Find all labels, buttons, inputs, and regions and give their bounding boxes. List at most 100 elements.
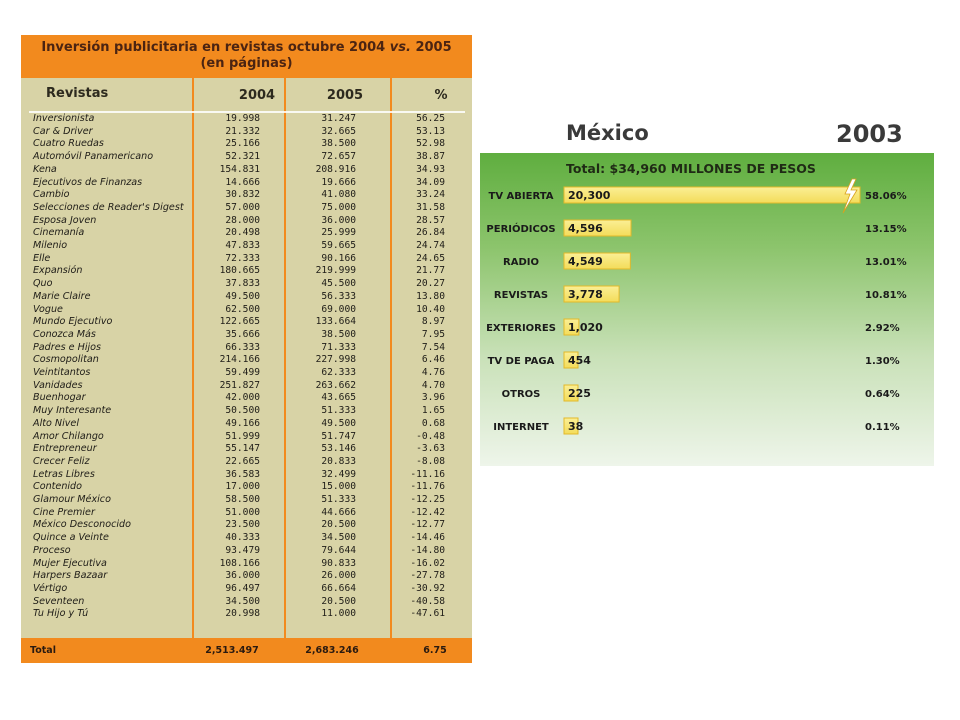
row-percent: -11.16 xyxy=(410,468,445,480)
row-percent: 26.84 xyxy=(416,227,445,239)
row-percent: -27.78 xyxy=(410,570,445,582)
row-2005: 51.747 xyxy=(321,430,356,442)
chart-panel: Total: $34,960 MILLONES DE PESOS TV ABIE… xyxy=(480,153,934,466)
row-name: México Desconocido xyxy=(33,519,131,531)
row-2004: 59.499 xyxy=(225,367,260,378)
value-label: 454 xyxy=(568,354,591,367)
row-percent: 31.58 xyxy=(416,201,445,213)
row-2005: 20.500 xyxy=(321,595,356,607)
row-name: Automóvil Panamericano xyxy=(33,151,154,163)
percent-label: 0.64% xyxy=(865,389,900,400)
row-2004: 25.166 xyxy=(225,138,260,150)
bar xyxy=(563,252,631,270)
row-name: Tu Hijo y Tú xyxy=(33,608,89,620)
row-name: Cambio xyxy=(33,189,70,201)
row-2004: 42.000 xyxy=(225,392,260,404)
row-name: Marie Claire xyxy=(33,290,91,302)
row-2004: 19.998 xyxy=(225,113,260,124)
row-2004: 66.333 xyxy=(225,341,260,353)
row-name: Milenio xyxy=(33,240,68,251)
row-2004: 251.827 xyxy=(219,379,260,391)
table-title: Inversión publicitaria en revistas octub… xyxy=(21,40,472,55)
row-name: Cuatro Ruedas xyxy=(33,138,104,150)
row-2004: 28.000 xyxy=(225,214,260,226)
total-row: Total 2,513.497 2,683.246 6.75 xyxy=(21,638,472,663)
row-2004: 57.000 xyxy=(225,201,260,213)
row-percent: 34.93 xyxy=(416,163,445,175)
row-2005: 208.916 xyxy=(315,163,356,175)
row-percent: -3.63 xyxy=(416,443,445,455)
bar xyxy=(563,285,620,303)
row-percent: 20.27 xyxy=(416,278,445,290)
row-percent: 4.70 xyxy=(421,379,445,391)
row-2004: 17.000 xyxy=(225,481,260,493)
bar-chart: TV ABIERTA 20,300 58.06% PERIÓDICOS 4,596 13.… xyxy=(486,178,907,435)
value-label: 20,300 xyxy=(568,189,611,202)
row-2004: 58.500 xyxy=(225,494,260,505)
row-2004: 20.498 xyxy=(225,227,260,239)
row-2005: 72.657 xyxy=(321,151,356,163)
row-2005: 34.500 xyxy=(321,532,356,544)
row-name: Vogue xyxy=(33,303,63,315)
row-percent: 10.40 xyxy=(416,303,445,315)
row-2004: 34.500 xyxy=(225,595,260,607)
row-percent: -8.08 xyxy=(416,455,445,467)
row-2004: 40.333 xyxy=(225,532,260,544)
row-2005: 32.499 xyxy=(321,468,356,480)
value-label: 4,596 xyxy=(568,222,603,235)
row-2004: 14.666 xyxy=(225,176,260,188)
row-2005: 66.664 xyxy=(321,582,356,594)
chart-header: México 2003 xyxy=(480,115,934,153)
row-name: Kena xyxy=(33,163,57,175)
row-name: Elle xyxy=(33,252,51,264)
row-percent: 33.24 xyxy=(416,189,445,201)
row-2005: 43.665 xyxy=(321,392,356,404)
header-2005: 2005 xyxy=(326,88,364,103)
row-name: Vértigo xyxy=(33,582,68,594)
total-label: Total xyxy=(30,645,56,656)
row-2004: 72.333 xyxy=(225,252,260,264)
column-divider xyxy=(192,78,194,638)
row-percent: -14.46 xyxy=(410,532,445,544)
chart-subtitle: Total: $34,960 MILLONES DE PESOS xyxy=(566,161,816,176)
row-2005: 38.500 xyxy=(321,328,356,340)
bar xyxy=(563,186,861,204)
value-label: 3,778 xyxy=(568,288,603,301)
row-percent: 38.87 xyxy=(416,151,445,163)
row-percent: 0.68 xyxy=(421,417,445,429)
row-2004: 108.166 xyxy=(219,557,260,569)
row-2004: 122.665 xyxy=(219,316,260,328)
row-2005: 45.500 xyxy=(321,278,356,290)
row-name: Seventeen xyxy=(33,595,85,607)
row-2005: 90.166 xyxy=(321,252,356,264)
row-name: Quince a Veinte xyxy=(33,532,109,544)
row-name: Amor Chilango xyxy=(33,430,104,442)
row-name: Buenhogar xyxy=(33,392,86,404)
lightning-icon xyxy=(842,178,858,214)
row-name: Mujer Ejecutiva xyxy=(33,557,107,569)
row-2005: 41.080 xyxy=(321,189,356,201)
category-label: REVISTAS xyxy=(494,290,548,301)
row-name: Cinemanía xyxy=(33,227,85,239)
row-2005: 75.000 xyxy=(321,201,356,213)
total-2005: 2,683.246 xyxy=(305,645,359,656)
row-2005: 36.000 xyxy=(321,214,356,226)
chart-year: 2003 xyxy=(836,120,903,148)
value-label: 4,549 xyxy=(568,255,603,268)
row-2005: 20.500 xyxy=(321,519,356,531)
row-percent: 3.96 xyxy=(421,392,445,404)
row-2005: 49.500 xyxy=(321,417,356,429)
row-percent: 52.98 xyxy=(416,138,445,150)
row-percent: -0.48 xyxy=(416,430,445,442)
row-2004: 37.833 xyxy=(225,278,260,290)
row-name: Selecciones de Reader's Digest xyxy=(33,201,184,213)
row-2005: 59.665 xyxy=(321,240,356,251)
row-name: Quo xyxy=(33,278,53,290)
table-title-part: Inversión publicitaria en revistas octub… xyxy=(41,40,390,55)
row-2005: 19.666 xyxy=(321,176,356,188)
row-2004: 93.479 xyxy=(225,544,260,556)
row-2004: 36.583 xyxy=(225,468,260,480)
row-2005: 25.999 xyxy=(321,227,356,239)
category-label: PERIÓDICOS xyxy=(486,222,555,235)
row-name: Padres e Hijos xyxy=(33,341,102,353)
